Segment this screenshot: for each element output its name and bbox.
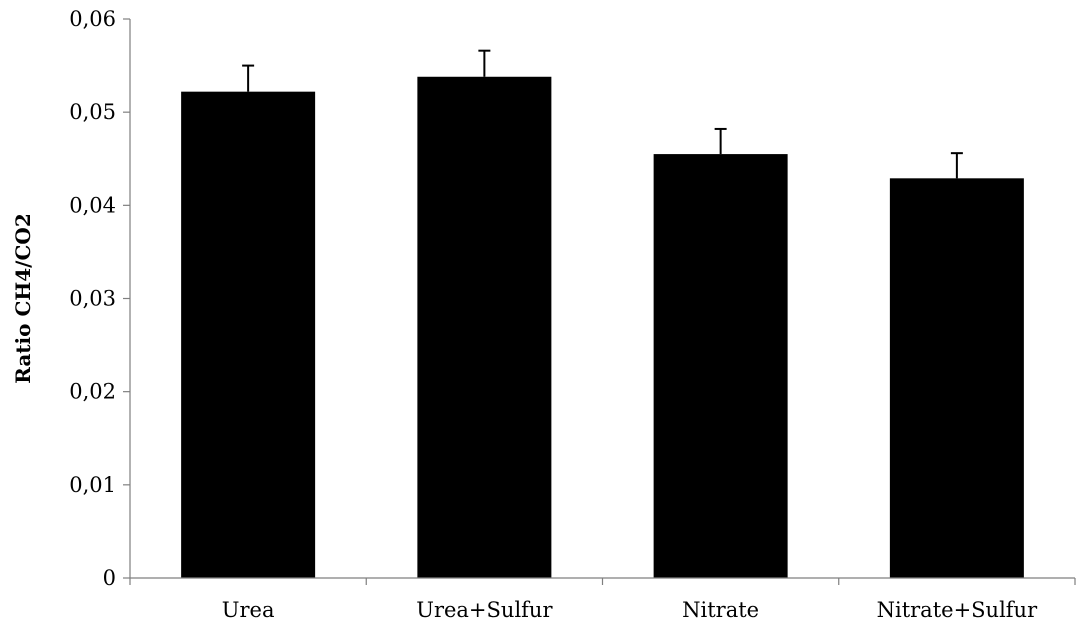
y-tick-label: 0,05 (69, 100, 116, 124)
bar (653, 154, 788, 578)
y-tick-label: 0 (103, 566, 116, 590)
bars (181, 76, 1024, 579)
y-tick-label: 0,03 (69, 287, 116, 311)
x-category-label: Nitrate+Sulfur (877, 598, 1038, 622)
bar (417, 76, 552, 578)
y-tick-label: 0,04 (69, 193, 116, 217)
x-axis-labels: Urea Urea+Sulfur Nitrate Nitrate+Sulfur (222, 598, 1038, 622)
y-tick-label: 0,02 (69, 380, 116, 404)
x-category-label: Urea+Sulfur (416, 598, 553, 622)
error-bars (242, 49, 963, 179)
y-axis-ticks: 0 0,01 0,02 0,03 0,04 0,05 0,06 (69, 7, 130, 590)
x-category-label: Urea (222, 598, 275, 622)
x-axis-ticks (129, 578, 1076, 585)
x-category-label: Nitrate (682, 598, 759, 622)
bar (181, 91, 316, 579)
y-tick-label: 0,01 (69, 473, 116, 497)
y-tick-label: 0,06 (69, 7, 116, 31)
y-axis-title: Ratio CH4/CO2 (11, 213, 35, 383)
bar (889, 178, 1024, 578)
